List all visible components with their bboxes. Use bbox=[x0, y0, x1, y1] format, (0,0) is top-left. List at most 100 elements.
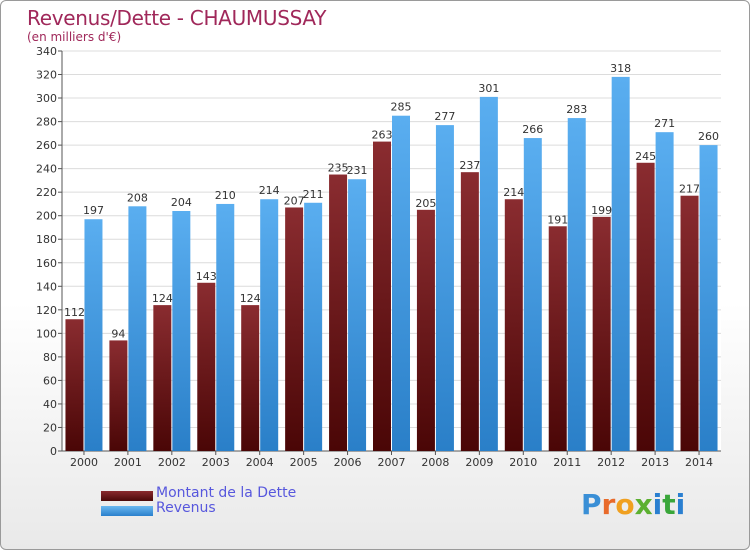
data-label-revenue: 197 bbox=[83, 204, 104, 217]
y-tick-label: 200 bbox=[36, 210, 57, 223]
x-tick-label: 2005 bbox=[290, 456, 318, 469]
y-tick-label: 260 bbox=[36, 139, 57, 152]
y-tick-label: 340 bbox=[36, 45, 57, 58]
bar-revenue bbox=[348, 179, 367, 451]
bar-revenue bbox=[567, 118, 586, 451]
data-label-revenue: 285 bbox=[391, 101, 412, 114]
bar-debt bbox=[504, 199, 523, 451]
y-tick-label: 220 bbox=[36, 186, 57, 199]
bar-revenue bbox=[479, 96, 498, 451]
bar-revenue bbox=[304, 202, 323, 451]
y-tick-label: 240 bbox=[36, 163, 57, 176]
y-tick-label: 120 bbox=[36, 304, 57, 317]
x-tick-label: 2007 bbox=[378, 456, 406, 469]
data-label-debt: 205 bbox=[415, 197, 436, 210]
data-label-revenue: 283 bbox=[566, 103, 587, 116]
bar-debt bbox=[65, 319, 84, 451]
bar-revenue bbox=[435, 125, 454, 451]
data-label-debt: 124 bbox=[152, 292, 173, 305]
data-label-debt: 245 bbox=[635, 150, 656, 163]
bar-revenue bbox=[260, 199, 279, 451]
x-tick-label: 2010 bbox=[509, 456, 537, 469]
bar-debt bbox=[329, 174, 348, 451]
chart-title: Revenus/Dette - CHAUMUSSAY bbox=[27, 6, 327, 30]
data-label-revenue: 301 bbox=[478, 82, 499, 95]
bar-debt bbox=[636, 162, 655, 451]
bar-debt bbox=[197, 282, 216, 451]
legend-label-revenue: Revenus bbox=[156, 500, 216, 516]
bar-debt bbox=[285, 207, 304, 451]
x-tick-label: 2002 bbox=[158, 456, 186, 469]
x-tick-label: 2014 bbox=[685, 456, 713, 469]
bar-debt bbox=[153, 305, 172, 451]
x-tick-label: 2011 bbox=[553, 456, 581, 469]
y-tick-label: 320 bbox=[36, 69, 57, 82]
bar-debt bbox=[680, 195, 699, 451]
proxiti-logo: Proxiti bbox=[581, 488, 686, 521]
y-tick-label: 300 bbox=[36, 92, 57, 105]
y-tick-label: 160 bbox=[36, 257, 57, 270]
x-tick-label: 2000 bbox=[70, 456, 98, 469]
y-tick-label: 80 bbox=[43, 351, 57, 364]
bar-debt bbox=[592, 216, 611, 451]
data-label-debt: 235 bbox=[328, 162, 349, 175]
x-tick-label: 2006 bbox=[334, 456, 362, 469]
data-label-debt: 237 bbox=[459, 159, 480, 172]
bar-revenue bbox=[611, 76, 630, 451]
data-label-debt: 217 bbox=[679, 183, 700, 196]
y-tick-label: 40 bbox=[43, 398, 57, 411]
bar-debt bbox=[548, 226, 567, 451]
x-tick-label: 2003 bbox=[202, 456, 230, 469]
bar-revenue bbox=[128, 206, 147, 451]
x-tick-label: 2012 bbox=[597, 456, 625, 469]
bar-revenue bbox=[172, 211, 191, 451]
bar-debt bbox=[416, 209, 435, 451]
bar-revenue bbox=[84, 219, 103, 451]
data-label-revenue: 271 bbox=[654, 117, 675, 130]
data-label-revenue: 214 bbox=[259, 184, 280, 197]
bar-debt bbox=[460, 172, 479, 452]
data-label-revenue: 260 bbox=[698, 130, 719, 143]
bar-debt bbox=[109, 340, 128, 451]
x-tick-label: 2013 bbox=[641, 456, 669, 469]
data-label-revenue: 318 bbox=[610, 62, 631, 75]
x-tick-label: 2009 bbox=[465, 456, 493, 469]
y-tick-label: 20 bbox=[43, 421, 57, 434]
data-label-debt: 94 bbox=[111, 327, 125, 340]
bar-revenue bbox=[392, 115, 410, 452]
data-label-revenue: 211 bbox=[303, 188, 324, 201]
data-label-revenue: 266 bbox=[522, 123, 543, 136]
y-tick-label: 280 bbox=[36, 116, 57, 129]
x-tick-label: 2008 bbox=[421, 456, 449, 469]
data-label-debt: 199 bbox=[591, 204, 612, 217]
chart-subtitle: (en milliers d'€) bbox=[27, 30, 122, 44]
bar-debt bbox=[373, 141, 391, 451]
data-label-revenue: 210 bbox=[215, 189, 236, 202]
data-label-debt: 214 bbox=[503, 186, 524, 199]
bar-revenue bbox=[523, 138, 542, 451]
data-label-revenue: 277 bbox=[434, 110, 455, 123]
data-label-revenue: 204 bbox=[171, 196, 192, 209]
bar-debt bbox=[241, 305, 260, 451]
data-label-debt: 124 bbox=[240, 292, 261, 305]
data-label-debt: 143 bbox=[196, 270, 217, 283]
data-label-debt: 263 bbox=[372, 129, 393, 142]
bar-revenue bbox=[655, 132, 674, 452]
y-tick-label: 180 bbox=[36, 233, 57, 246]
y-tick-label: 60 bbox=[43, 374, 57, 387]
y-tick-label: 100 bbox=[36, 327, 57, 340]
x-tick-label: 2004 bbox=[246, 456, 274, 469]
data-label-revenue: 231 bbox=[347, 164, 368, 177]
legend-swatch-debt bbox=[101, 491, 153, 501]
data-label-revenue: 208 bbox=[127, 191, 148, 204]
bar-revenue bbox=[216, 203, 235, 451]
data-label-debt: 191 bbox=[547, 213, 568, 226]
plot-area bbox=[62, 51, 721, 451]
legend-label-debt: Montant de la Dette bbox=[156, 485, 297, 501]
y-tick-label: 140 bbox=[36, 280, 57, 293]
legend-swatch-revenue bbox=[101, 506, 153, 516]
x-tick-label: 2001 bbox=[114, 456, 142, 469]
data-label-debt: 207 bbox=[284, 194, 305, 207]
